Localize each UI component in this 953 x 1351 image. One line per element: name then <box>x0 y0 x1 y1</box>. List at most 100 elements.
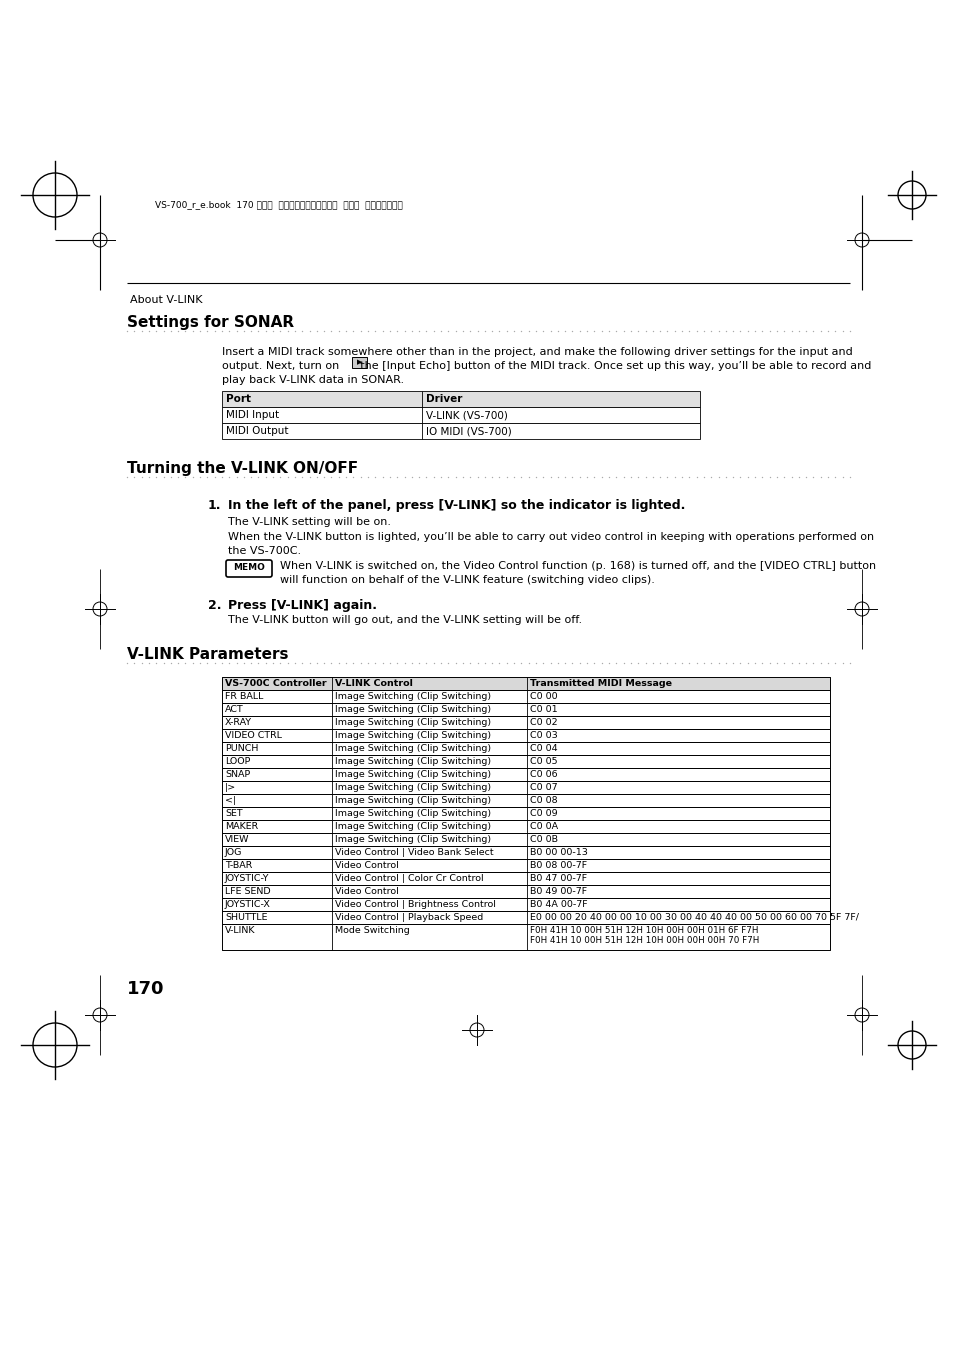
Text: C0 04: C0 04 <box>530 744 558 753</box>
Text: F0H 41H 10 00H 51H 12H 10H 00H 00H 01H 6F F7H: F0H 41H 10 00H 51H 12H 10H 00H 00H 01H 6… <box>530 925 758 935</box>
Text: B0 49 00-7F: B0 49 00-7F <box>530 888 586 896</box>
Bar <box>222 677 829 690</box>
Text: ACT: ACT <box>225 705 244 713</box>
Text: V-LINK Parameters: V-LINK Parameters <box>127 647 288 662</box>
Text: C0 03: C0 03 <box>530 731 558 740</box>
Text: Video Control | Color Cr Control: Video Control | Color Cr Control <box>335 874 483 884</box>
Text: C0 02: C0 02 <box>530 717 558 727</box>
Text: Image Switching (Clip Switching): Image Switching (Clip Switching) <box>335 770 491 780</box>
Text: Video Control | Playback Speed: Video Control | Playback Speed <box>335 913 483 921</box>
Text: T-BAR: T-BAR <box>225 861 253 870</box>
Bar <box>222 703 829 716</box>
Text: C0 09: C0 09 <box>530 809 558 817</box>
Text: SET: SET <box>225 809 242 817</box>
Bar <box>222 755 829 767</box>
Bar <box>222 794 829 807</box>
Text: C0 08: C0 08 <box>530 796 558 805</box>
Text: Insert a MIDI track somewhere other than in the project, and make the following : Insert a MIDI track somewhere other than… <box>222 347 852 357</box>
Text: Image Switching (Clip Switching): Image Switching (Clip Switching) <box>335 784 491 792</box>
Bar <box>222 407 700 423</box>
Text: MAKER: MAKER <box>225 821 258 831</box>
Bar <box>222 781 829 794</box>
Bar <box>222 730 829 742</box>
Bar <box>222 885 829 898</box>
Text: 2.: 2. <box>208 598 221 612</box>
Text: B0 08 00-7F: B0 08 00-7F <box>530 861 586 870</box>
Text: Image Switching (Clip Switching): Image Switching (Clip Switching) <box>335 731 491 740</box>
Text: The V-LINK button will go out, and the V-LINK setting will be off.: The V-LINK button will go out, and the V… <box>228 615 581 626</box>
Text: Image Switching (Clip Switching): Image Switching (Clip Switching) <box>335 692 491 701</box>
Bar <box>222 390 700 407</box>
Text: V-LINK Control: V-LINK Control <box>335 680 413 688</box>
Bar <box>222 871 829 885</box>
Text: Turning the V-LINK ON/OFF: Turning the V-LINK ON/OFF <box>127 461 357 476</box>
Bar <box>222 846 829 859</box>
Text: VIEW: VIEW <box>225 835 250 844</box>
Text: Video Control | Brightness Control: Video Control | Brightness Control <box>335 900 496 909</box>
Text: B0 4A 00-7F: B0 4A 00-7F <box>530 900 587 909</box>
Bar <box>222 924 829 950</box>
Text: LFE SEND: LFE SEND <box>225 888 271 896</box>
Text: 1.: 1. <box>208 499 221 512</box>
Text: Image Switching (Clip Switching): Image Switching (Clip Switching) <box>335 717 491 727</box>
Text: Port: Port <box>226 394 251 404</box>
Bar <box>222 820 829 834</box>
Text: JOG: JOG <box>225 848 242 857</box>
Bar <box>222 898 829 911</box>
Text: In the left of the panel, press [V-LINK] so the indicator is lighted.: In the left of the panel, press [V-LINK]… <box>228 499 684 512</box>
Bar <box>222 716 829 730</box>
Bar <box>222 742 829 755</box>
Text: JOYSTIC-Y: JOYSTIC-Y <box>225 874 269 884</box>
Bar <box>222 911 829 924</box>
Text: When V-LINK is switched on, the Video Control function (p. 168) is turned off, a: When V-LINK is switched on, the Video Co… <box>280 561 875 571</box>
Text: output. Next, turn on      the [Input Echo] button of the MIDI track. Once set u: output. Next, turn on the [Input Echo] b… <box>222 361 870 372</box>
Text: will function on behalf of the V-LINK feature (switching video clips).: will function on behalf of the V-LINK fe… <box>280 576 654 585</box>
Text: Video Control: Video Control <box>335 861 398 870</box>
FancyBboxPatch shape <box>226 561 272 577</box>
Text: V-LINK (VS-700): V-LINK (VS-700) <box>426 409 507 420</box>
Bar <box>222 767 829 781</box>
Text: Image Switching (Clip Switching): Image Switching (Clip Switching) <box>335 809 491 817</box>
Text: MIDI Output: MIDI Output <box>226 426 288 436</box>
Text: C0 05: C0 05 <box>530 757 558 766</box>
Text: B0 47 00-7F: B0 47 00-7F <box>530 874 586 884</box>
Text: Image Switching (Clip Switching): Image Switching (Clip Switching) <box>335 757 491 766</box>
Text: X-RAY: X-RAY <box>225 717 252 727</box>
Text: Video Control: Video Control <box>335 888 398 896</box>
Text: Image Switching (Clip Switching): Image Switching (Clip Switching) <box>335 744 491 753</box>
Text: IO MIDI (VS-700): IO MIDI (VS-700) <box>426 426 511 436</box>
Text: Mode Switching: Mode Switching <box>335 925 410 935</box>
Text: PUNCH: PUNCH <box>225 744 258 753</box>
Text: play back V-LINK data in SONAR.: play back V-LINK data in SONAR. <box>222 376 404 385</box>
Text: Image Switching (Clip Switching): Image Switching (Clip Switching) <box>335 821 491 831</box>
Text: VIDEO CTRL: VIDEO CTRL <box>225 731 282 740</box>
Bar <box>352 357 367 367</box>
Text: Image Switching (Clip Switching): Image Switching (Clip Switching) <box>335 705 491 713</box>
Text: VS-700_r_e.book  170 ページ  ２００８年１１月２０日  木曜日  午後２時２８分: VS-700_r_e.book 170 ページ ２００８年１１月２０日 木曜日 … <box>154 200 402 209</box>
Text: MIDI Input: MIDI Input <box>226 409 279 420</box>
Text: The V-LINK setting will be on.: The V-LINK setting will be on. <box>228 517 391 527</box>
Text: JOYSTIC-X: JOYSTIC-X <box>225 900 271 909</box>
Text: V-LINK: V-LINK <box>225 925 255 935</box>
Bar <box>222 807 829 820</box>
Text: About V-LINK: About V-LINK <box>130 295 202 305</box>
Text: <|: <| <box>225 796 236 805</box>
Text: SHUTTLE: SHUTTLE <box>225 913 267 921</box>
Text: the VS-700C.: the VS-700C. <box>228 546 301 557</box>
Text: FR BALL: FR BALL <box>225 692 263 701</box>
Text: When the V-LINK button is lighted, you’ll be able to carry out video control in : When the V-LINK button is lighted, you’l… <box>228 532 873 542</box>
Text: Press [V-LINK] again.: Press [V-LINK] again. <box>228 598 376 612</box>
Text: ▶: ▶ <box>356 359 362 366</box>
Text: C0 06: C0 06 <box>530 770 558 780</box>
Text: B0 00 00-13: B0 00 00-13 <box>530 848 587 857</box>
Text: E0 00 00 20 40 00 00 10 00 30 00 40 40 40 00 50 00 60 00 70 5F 7F/: E0 00 00 20 40 00 00 10 00 30 00 40 40 4… <box>530 913 858 921</box>
Text: Image Switching (Clip Switching): Image Switching (Clip Switching) <box>335 796 491 805</box>
Text: C0 01: C0 01 <box>530 705 558 713</box>
Text: |>: |> <box>225 784 236 792</box>
Text: C0 00: C0 00 <box>530 692 558 701</box>
Text: F0H 41H 10 00H 51H 12H 10H 00H 00H 00H 70 F7H: F0H 41H 10 00H 51H 12H 10H 00H 00H 00H 7… <box>530 936 759 944</box>
Text: Settings for SONAR: Settings for SONAR <box>127 315 294 330</box>
Text: Video Control | Video Bank Select: Video Control | Video Bank Select <box>335 848 493 857</box>
Text: Image Switching (Clip Switching): Image Switching (Clip Switching) <box>335 835 491 844</box>
Bar <box>222 859 829 871</box>
